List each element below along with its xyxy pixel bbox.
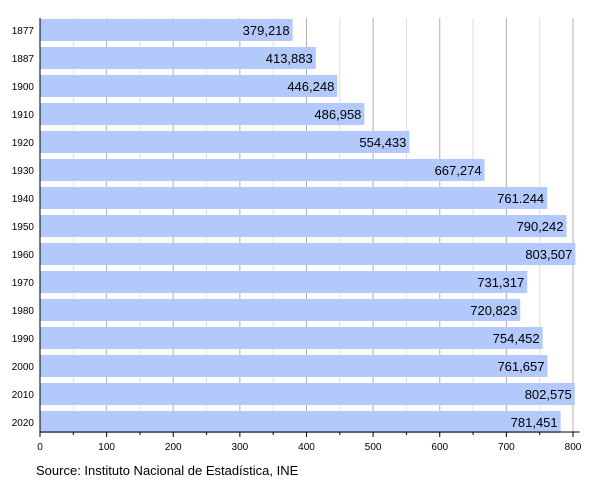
- x-tick-label: 700: [498, 442, 515, 453]
- bar-1940: [40, 187, 548, 209]
- category-label: 1910: [12, 110, 35, 121]
- bar-1920: [40, 131, 410, 153]
- category-label: 1900: [12, 82, 35, 93]
- axes: 1877 1887 1900 1910 1920 1930 1940 1950 1960 1970…: [12, 18, 582, 453]
- bar-1970: [40, 271, 528, 293]
- data-label: 731,317: [477, 275, 524, 290]
- bar-2010: [40, 383, 575, 405]
- bars: 379,218 413,883 446,248 486,958 554,433 667,2…: [40, 19, 576, 433]
- category-label: 1877: [12, 26, 35, 37]
- category-label: 1930: [12, 166, 35, 177]
- bar-1910: [40, 103, 365, 125]
- data-label: 554,433: [359, 135, 406, 150]
- bar-1900: [40, 75, 338, 97]
- category-label: 1970: [12, 278, 35, 289]
- category-label: 1940: [12, 194, 35, 205]
- data-label: 802,575: [525, 387, 572, 402]
- category-label: 1960: [12, 250, 35, 261]
- x-tick-label: 0: [37, 442, 43, 453]
- category-label: 1980: [12, 306, 35, 317]
- bar-1877: [40, 19, 293, 41]
- category-label: 2020: [12, 418, 35, 429]
- data-label: 446,248: [287, 79, 334, 94]
- data-label: 720,823: [470, 303, 517, 318]
- category-label: 2000: [12, 362, 35, 373]
- data-label: 379,218: [243, 23, 290, 38]
- data-label: 803,507: [525, 247, 572, 262]
- data-label: 486,958: [314, 107, 361, 122]
- category-label: 1920: [12, 138, 35, 149]
- category-label: 1950: [12, 222, 35, 233]
- data-label: 761.244: [497, 191, 544, 206]
- x-tick-label: 100: [98, 442, 115, 453]
- category-label: 1887: [12, 54, 35, 65]
- x-tick-label: 300: [232, 442, 249, 453]
- source-note: Source: Instituto Nacional de Estadístic…: [36, 463, 299, 478]
- category-label: 1990: [12, 334, 35, 345]
- bar-2000: [40, 355, 548, 377]
- bar-1950: [40, 215, 567, 237]
- bar-1990: [40, 327, 543, 349]
- x-tick-label: 200: [165, 442, 182, 453]
- bar-1930: [40, 159, 485, 181]
- bar-2020: [40, 411, 561, 433]
- bar-1960: [40, 243, 576, 265]
- data-label: 790,242: [516, 219, 563, 234]
- x-tick-label: 500: [365, 442, 382, 453]
- x-tick-label: 600: [431, 442, 448, 453]
- bar-1887: [40, 47, 316, 69]
- data-label: 781,451: [511, 415, 558, 430]
- bar-1980: [40, 299, 521, 321]
- x-tick-label: 400: [298, 442, 315, 453]
- data-label: 754,452: [493, 331, 540, 346]
- data-label: 413,883: [266, 51, 313, 66]
- data-label: 667,274: [435, 163, 482, 178]
- data-label: 761,657: [497, 359, 544, 374]
- x-tick-label: 800: [565, 442, 582, 453]
- category-label: 2010: [12, 390, 35, 401]
